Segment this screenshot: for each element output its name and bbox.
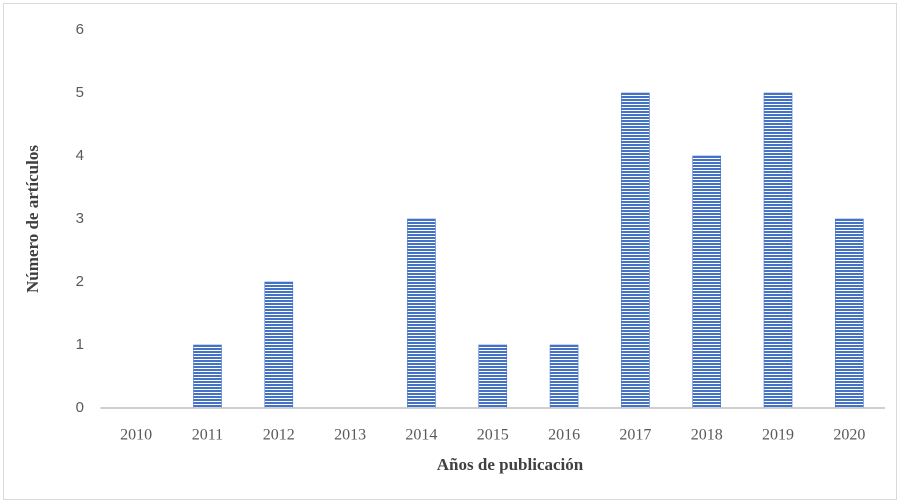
y-tick-label: 5	[76, 84, 84, 101]
y-axis-title: Número de artículos	[23, 145, 42, 293]
x-axis-title: Años de publicación	[437, 455, 584, 474]
y-tick-label: 0	[76, 399, 84, 416]
bar	[264, 281, 294, 409]
x-tick-label: 2015	[477, 427, 509, 444]
x-tick-label: 2013	[334, 427, 366, 444]
bar	[549, 344, 579, 409]
bar	[835, 218, 864, 409]
y-tick-label: 3	[76, 210, 84, 227]
bar	[478, 344, 508, 409]
x-tick-label: 2019	[762, 427, 794, 444]
bar	[193, 344, 222, 409]
x-tick-label: 2020	[833, 427, 865, 444]
x-tick-label: 2011	[192, 427, 223, 444]
bar	[692, 155, 722, 409]
y-tick-label: 6	[76, 21, 84, 38]
y-tick-label: 1	[76, 336, 84, 353]
chart-border	[3, 3, 897, 500]
x-tick-label: 2010	[120, 427, 152, 444]
x-tick-label: 2012	[263, 427, 295, 444]
bar	[763, 92, 793, 409]
y-tick-label: 4	[76, 147, 84, 164]
bar	[621, 92, 650, 409]
y-tick-label: 2	[76, 273, 84, 290]
x-tick-label: 2017	[619, 427, 651, 444]
bar	[407, 218, 436, 409]
x-tick-label: 2016	[548, 427, 580, 444]
x-tick-label: 2018	[691, 427, 723, 444]
x-tick-label: 2014	[405, 427, 437, 444]
